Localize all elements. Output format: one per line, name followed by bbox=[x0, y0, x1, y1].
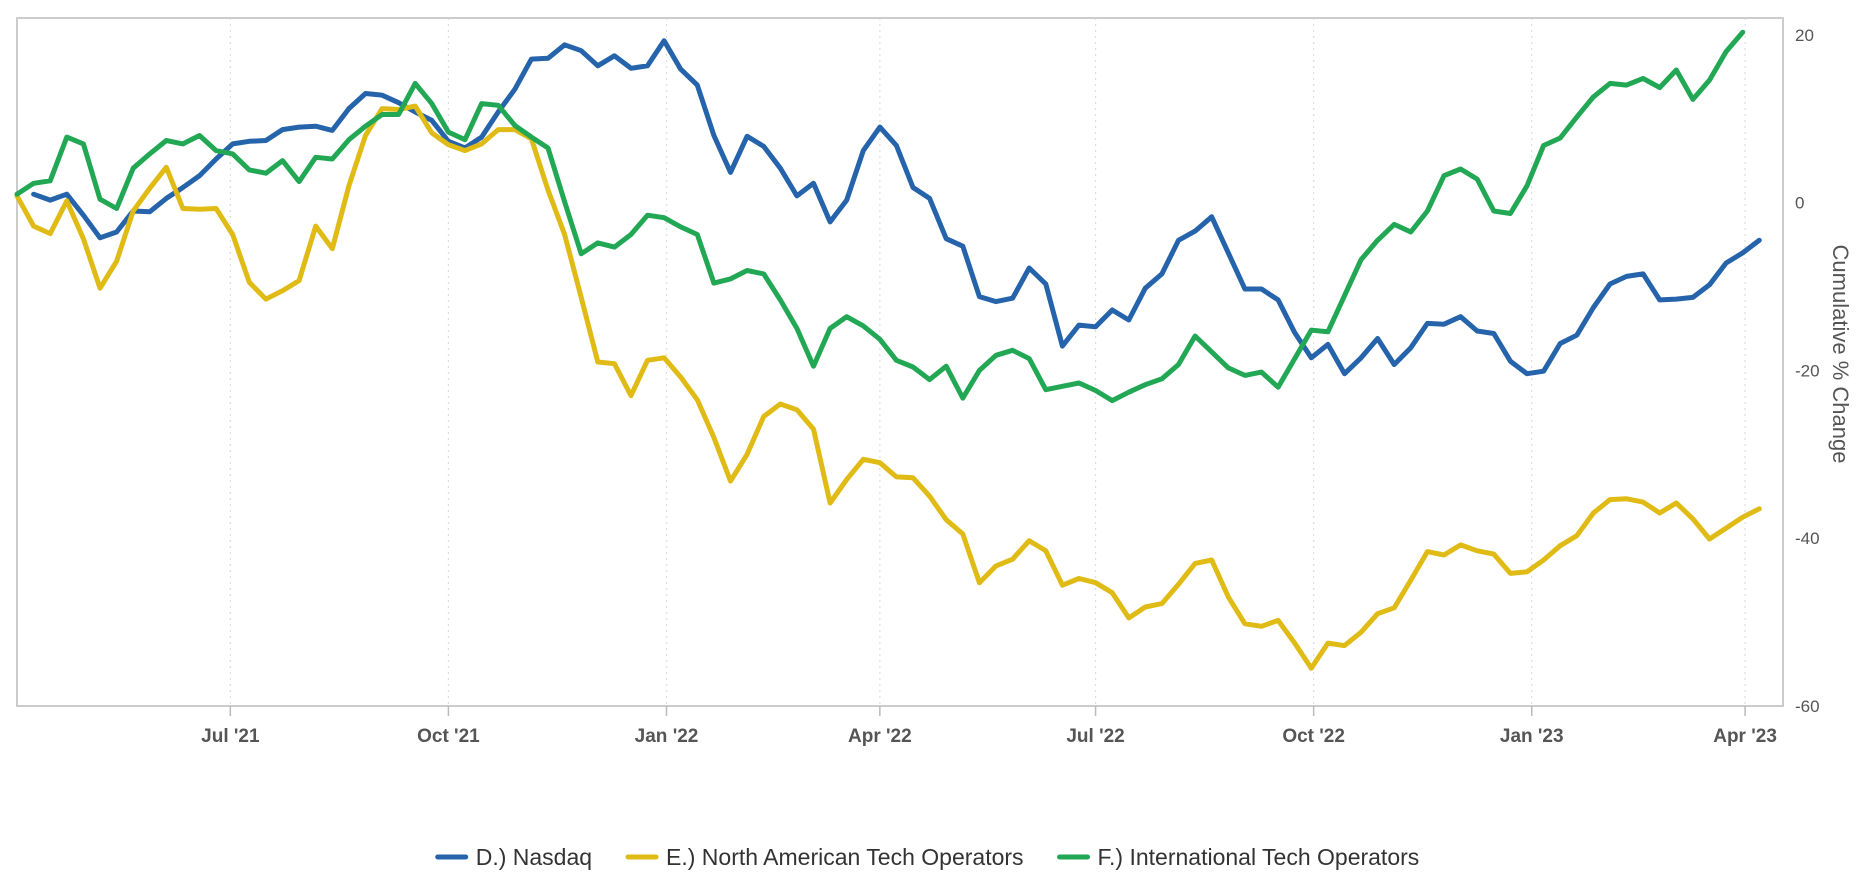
series-line-1 bbox=[31, 38, 1762, 377]
series-line-3 bbox=[14, 29, 1746, 404]
y-axis-label: Cumulative % Change bbox=[1828, 245, 1853, 464]
y-tick-label: 0 bbox=[1795, 194, 1804, 213]
y-tick-label: -40 bbox=[1795, 529, 1820, 548]
legend-label: E.) North American Tech Operators bbox=[666, 844, 1024, 870]
x-axis-ticks: Jul '21 Oct '21 Jan '22 Apr '22 Jul '22 Oct '… bbox=[201, 706, 1777, 747]
legend-item-1[interactable]: D.) Nasdaq bbox=[435, 844, 592, 870]
x-tick-label: Apr '23 bbox=[1713, 726, 1777, 747]
y-axis-ticks: 20 0 -20 -40 -60 bbox=[1795, 26, 1820, 716]
y-tick-label: -60 bbox=[1795, 697, 1820, 716]
plot-frame bbox=[16, 17, 1784, 707]
x-tick-label: Jul '21 bbox=[201, 726, 260, 747]
x-tick-label: Jul '22 bbox=[1066, 726, 1124, 747]
x-tick-label: Oct '22 bbox=[1282, 726, 1345, 747]
legend-item-3[interactable]: F.) International Tech Operators bbox=[1057, 844, 1420, 870]
y-tick-label: 20 bbox=[1795, 26, 1814, 45]
x-tick-label: Apr '22 bbox=[848, 726, 912, 747]
legend-label: D.) Nasdaq bbox=[476, 844, 592, 870]
series-line-2 bbox=[14, 103, 1762, 671]
y-tick-label: -20 bbox=[1795, 361, 1820, 380]
legend: D.) Nasdaq E.) North American Tech Operat… bbox=[435, 844, 1420, 870]
x-tick-label: Jan '23 bbox=[1500, 726, 1564, 747]
series-layer bbox=[14, 29, 1762, 671]
x-tick-label: Oct '21 bbox=[417, 726, 480, 747]
legend-item-2[interactable]: E.) North American Tech Operators bbox=[625, 844, 1024, 870]
x-tick-label: Jan '22 bbox=[635, 726, 699, 747]
legend-label: F.) International Tech Operators bbox=[1098, 844, 1420, 870]
